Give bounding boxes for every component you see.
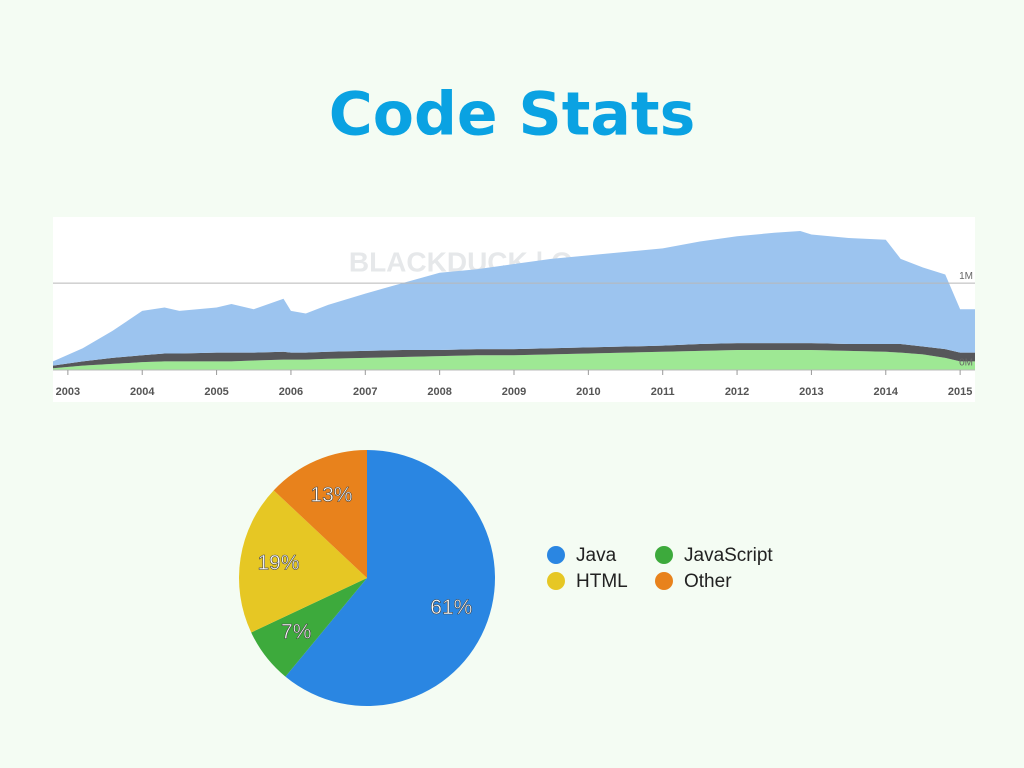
x-tick-label: 2014: [874, 386, 899, 398]
x-tick-label: 2003: [56, 386, 80, 398]
y-tick-label: 1M: [959, 271, 973, 282]
slice-label: 13%: [310, 483, 352, 506]
x-tick-label: 2007: [353, 386, 377, 398]
legend-swatch: [655, 572, 673, 590]
pie-slice: [251, 578, 367, 677]
x-tick-label: 2012: [725, 386, 749, 398]
x-tick-label: 2011: [651, 386, 675, 398]
x-tick-label: 2004: [130, 386, 155, 398]
slice-label: 61%: [430, 596, 472, 619]
legend-swatch: [655, 546, 673, 564]
slice-label: 19%: [257, 552, 299, 575]
x-tick-label: 2006: [279, 386, 303, 398]
pie-slice: [273, 450, 367, 578]
area-series: [53, 231, 975, 366]
pie-slice: [285, 450, 496, 706]
pie-slice: [239, 490, 367, 633]
x-tick-label: 2015: [948, 386, 972, 398]
x-tick-label: 2005: [204, 386, 228, 398]
y-tick-label: 0M: [959, 358, 973, 369]
legend-swatch: [547, 572, 565, 590]
slice-label: 7%: [281, 620, 311, 643]
legend-label: Other: [684, 571, 732, 592]
x-tick-label: 2010: [576, 386, 600, 398]
x-tick-label: 2009: [502, 386, 526, 398]
area-series: [53, 343, 975, 369]
legend-label: HTML: [576, 571, 628, 592]
legend-label: Java: [576, 545, 617, 566]
legend-label: JavaScript: [684, 545, 773, 566]
x-tick-label: 2008: [427, 386, 451, 398]
slide-title: Code Stats: [329, 80, 696, 150]
legend-swatch: [547, 546, 565, 564]
x-tick-label: 2013: [799, 386, 823, 398]
area-series: [53, 350, 975, 370]
